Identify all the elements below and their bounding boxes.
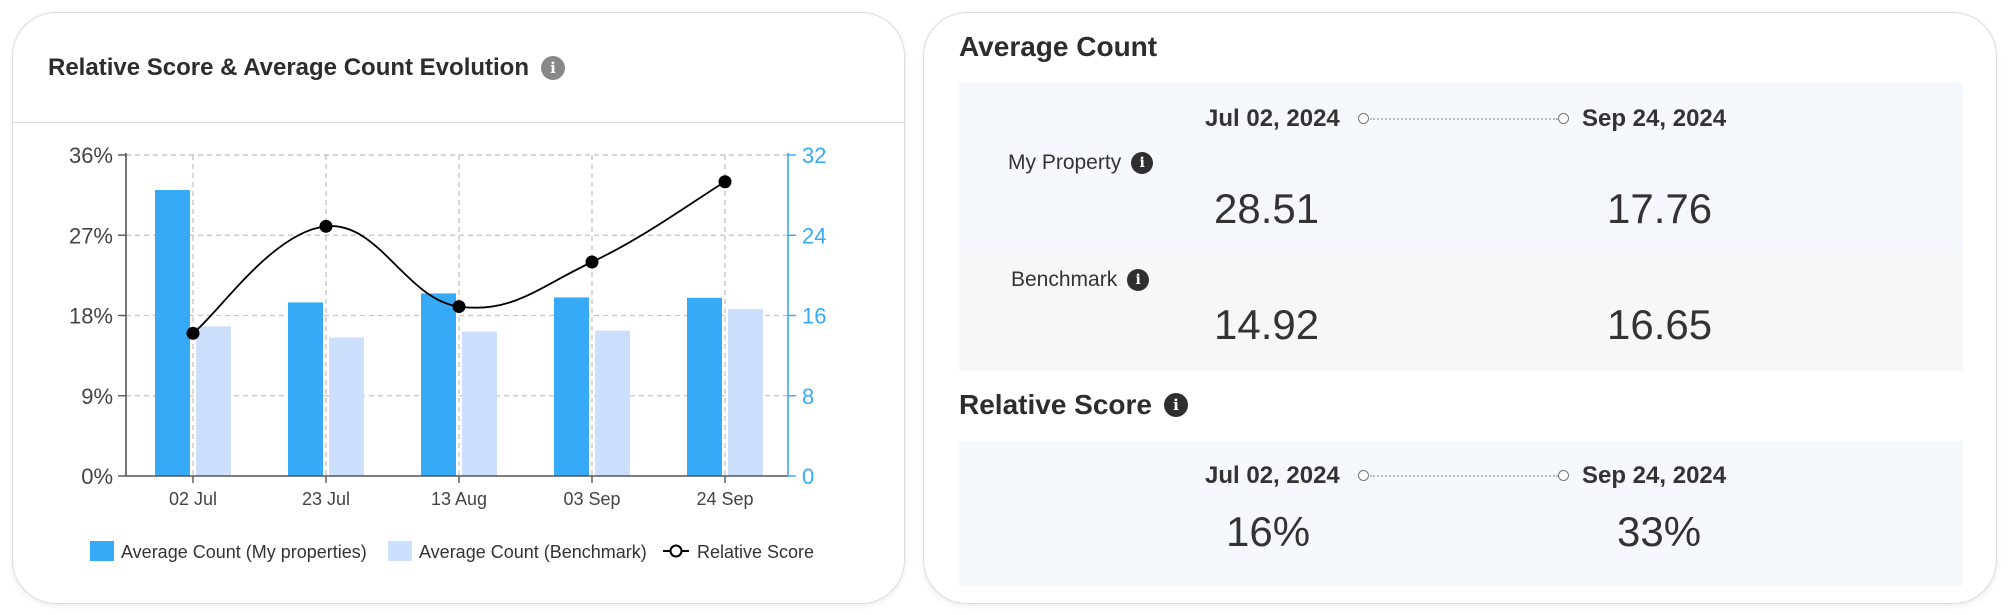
info-icon[interactable]: i bbox=[1164, 393, 1188, 417]
average-count-my-property-panel bbox=[959, 83, 1963, 253]
average-count-end-date: Sep 24, 2024 bbox=[1582, 105, 1727, 132]
info-icon[interactable]: i bbox=[541, 55, 565, 80]
average-count-title: Average Count bbox=[959, 31, 1157, 63]
bar-my-properties bbox=[155, 190, 190, 476]
summary-card: Average Count Jul 02, 2024 Sep 24, 2024 … bbox=[923, 12, 1997, 604]
y-left-tick-label: 18% bbox=[69, 304, 113, 329]
relative-score-point bbox=[319, 219, 333, 233]
range-start-dot-icon bbox=[1358, 470, 1369, 481]
range-connector bbox=[1370, 475, 1558, 477]
chart-card: Relative Score & Average Count Evolution… bbox=[12, 12, 905, 604]
average-count-start-date: Jul 02, 2024 bbox=[1205, 105, 1340, 132]
info-icon[interactable]: i bbox=[1127, 269, 1150, 291]
bar-my-properties bbox=[421, 293, 456, 476]
benchmark-label: Benchmark i bbox=[1011, 268, 1150, 292]
x-tick-label: 13 Aug bbox=[431, 489, 487, 509]
relative-score-point bbox=[452, 300, 466, 314]
relative-score-end-value: 33% bbox=[1617, 508, 1702, 555]
relative-score-panel bbox=[959, 441, 1963, 586]
legend-label-my-properties: Average Count (My properties) bbox=[121, 542, 367, 562]
chart-title: Relative Score & Average Count Evolution bbox=[48, 53, 529, 81]
relative-score-start-value: 16% bbox=[1226, 508, 1311, 555]
benchmark-end-value: 16.65 bbox=[1607, 301, 1713, 348]
y-right-tick-label: 24 bbox=[802, 223, 826, 248]
y-right-tick-label: 0 bbox=[802, 464, 814, 489]
y-left-tick-label: 9% bbox=[81, 384, 113, 409]
benchmark-start-value: 14.92 bbox=[1214, 301, 1320, 348]
my-property-label: My Property i bbox=[1008, 151, 1154, 175]
range-end-dot-icon bbox=[1558, 470, 1569, 481]
legend-marker-relative-score bbox=[669, 544, 683, 558]
my-property-end-value: 17.76 bbox=[1607, 185, 1713, 232]
chart: 36% 27% 18% 9% 0% 32 24 16 8 0 02 Jul 23 Jul 13 Aug 0… bbox=[69, 143, 827, 562]
bar-my-properties bbox=[687, 297, 722, 476]
bar-benchmark bbox=[728, 308, 763, 476]
y-left-tick-label: 0% bbox=[81, 464, 113, 489]
relative-score-title-text: Relative Score bbox=[959, 389, 1152, 420]
relative-score-title: Relative Score i bbox=[959, 389, 1188, 421]
benchmark-label-text: Benchmark bbox=[1011, 268, 1118, 291]
bar-my-properties bbox=[554, 297, 589, 476]
y-left-tick-label: 27% bbox=[69, 223, 113, 248]
range-end-dot-icon bbox=[1558, 113, 1569, 124]
bar-benchmark bbox=[595, 330, 630, 476]
relative-score-point bbox=[585, 255, 599, 269]
y-left-tick-label: 36% bbox=[69, 143, 113, 168]
bar-benchmark bbox=[196, 326, 231, 476]
chart-card-header: Relative Score & Average Count Evolution… bbox=[13, 13, 904, 123]
bar-benchmark bbox=[329, 337, 364, 476]
y-right-tick-label: 32 bbox=[802, 143, 826, 168]
legend-swatch-benchmark bbox=[388, 541, 412, 561]
y-right-tick-label: 16 bbox=[802, 304, 826, 329]
my-property-start-value: 28.51 bbox=[1214, 185, 1320, 232]
bar-my-properties bbox=[288, 302, 323, 476]
x-tick-label: 24 Sep bbox=[696, 489, 753, 509]
my-property-label-text: My Property bbox=[1008, 151, 1122, 174]
relative-score-end-date: Sep 24, 2024 bbox=[1582, 462, 1727, 489]
legend-label-relative-score: Relative Score bbox=[697, 542, 814, 562]
legend-swatch-my-properties bbox=[90, 541, 114, 561]
relative-score-start-date: Jul 02, 2024 bbox=[1205, 462, 1340, 489]
info-icon[interactable]: i bbox=[1131, 152, 1154, 174]
legend-label-benchmark: Average Count (Benchmark) bbox=[419, 542, 647, 562]
range-connector bbox=[1370, 118, 1558, 120]
x-tick-label: 03 Sep bbox=[563, 489, 620, 509]
x-tick-label: 02 Jul bbox=[169, 489, 217, 509]
x-tick-label: 23 Jul bbox=[302, 489, 350, 509]
average-count-benchmark-panel bbox=[959, 253, 1963, 371]
bar-benchmark bbox=[462, 331, 497, 476]
relative-score-point bbox=[186, 326, 200, 340]
relative-score-point bbox=[718, 175, 732, 189]
average-count-title-text: Average Count bbox=[959, 31, 1158, 62]
y-right-tick-label: 8 bbox=[802, 384, 814, 409]
range-start-dot-icon bbox=[1358, 113, 1369, 124]
